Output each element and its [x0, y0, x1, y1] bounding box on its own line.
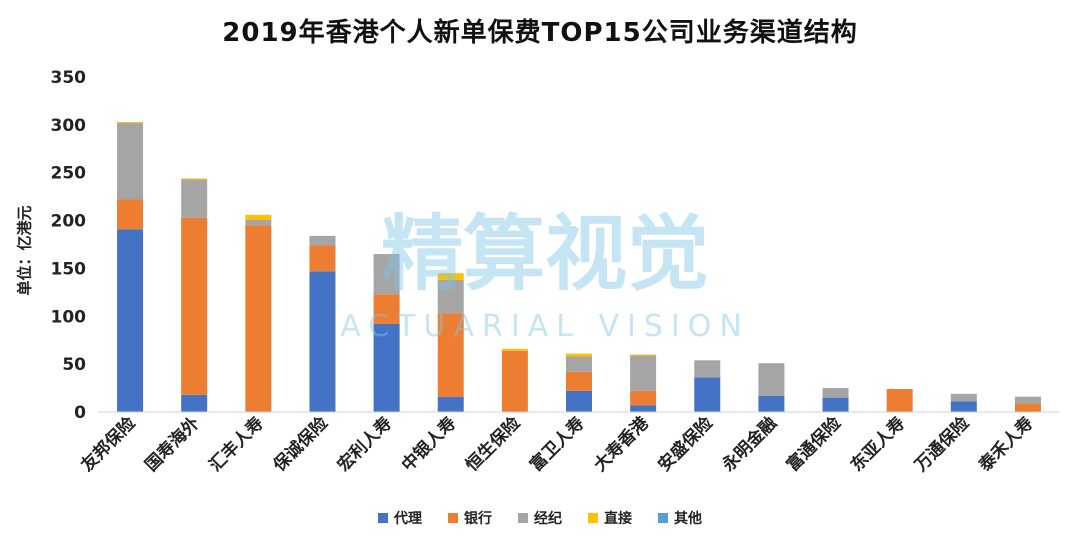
- bar-segment-经纪: [117, 122, 144, 200]
- legend-label: 银行: [464, 511, 492, 527]
- bar-segment-银行: [566, 371, 592, 391]
- bar-segment-银行: [181, 217, 208, 395]
- x-tick-label: 大寿香港: [590, 412, 654, 476]
- x-tick-label: 宏利人寿: [333, 413, 396, 476]
- bar-segment-经纪: [694, 360, 721, 378]
- bar-segment-直接: [501, 348, 528, 351]
- x-tick-label: 中银人寿: [397, 413, 460, 476]
- x-tick-label: 安盛保险: [654, 412, 718, 476]
- bar-segment-经纪: [950, 393, 977, 402]
- bar-segment-经纪: [822, 388, 849, 398]
- bar-segment-直接: [181, 178, 208, 180]
- bar-segment-银行: [309, 245, 336, 272]
- watermark-cn: 精算视觉: [381, 207, 709, 302]
- legend-swatch: [658, 513, 668, 523]
- bar-segment-银行: [630, 390, 657, 406]
- legend-item: 经纪: [518, 508, 562, 528]
- watermark: 精算视觉 ACTUARIAL VISION: [340, 207, 750, 344]
- x-tick-label: 富卫人寿: [526, 413, 589, 476]
- bar-segment-银行: [437, 313, 464, 397]
- bar-segment-代理: [950, 401, 977, 412]
- y-tick-label: 150: [51, 259, 87, 279]
- y-tick-label: 0: [74, 403, 86, 423]
- bar-segment-银行: [1014, 403, 1041, 412]
- bar-segment-代理: [630, 405, 657, 412]
- bar-segment-银行: [373, 294, 400, 324]
- legend-item: 代理: [378, 508, 422, 528]
- bar-segment-直接: [566, 353, 592, 357]
- legend: 代理 银行 经纪 直接 其他: [0, 508, 1080, 528]
- bar-segment-直接: [437, 273, 464, 280]
- legend-label: 代理: [394, 511, 422, 527]
- bar-segment-银行: [501, 350, 528, 412]
- legend-item: 直接: [588, 508, 632, 528]
- x-tick-label: 永明金融: [717, 413, 781, 477]
- bar-segment-代理: [822, 397, 849, 412]
- bar-segment-代理: [117, 229, 144, 412]
- bar-chart: 0 50 100 150 200 250 300 350 友邦保险 国寿海外 汇丰人寿 保诚保险 宏利…: [51, 68, 1060, 476]
- legend-label: 经纪: [534, 511, 562, 527]
- bar-segment-代理: [566, 390, 592, 412]
- bar-segment-代理: [758, 395, 785, 412]
- bar-segment-直接: [245, 214, 272, 220]
- watermark-en: ACTUARIAL VISION: [340, 309, 750, 344]
- bar-segment-经纪: [437, 279, 464, 314]
- legend-swatch: [448, 513, 458, 523]
- y-tick-label: 250: [51, 164, 87, 184]
- y-tick-label: 50: [62, 355, 86, 375]
- bar-segment-代理: [437, 396, 464, 412]
- chart-title: 2019年香港个人新单保费TOP15公司业务渠道结构: [222, 18, 858, 48]
- bars: [117, 121, 1041, 412]
- x-tick-label: 友邦保险: [77, 412, 141, 476]
- legend-label: 直接: [604, 511, 632, 527]
- legend-swatch: [378, 513, 388, 523]
- x-tick-label: 泰禾人寿: [975, 413, 1038, 476]
- bar-segment-经纪: [373, 254, 400, 295]
- bar-segment-经纪: [566, 356, 592, 372]
- bar-segment-经纪: [1014, 396, 1041, 404]
- x-tick-label: 万通保险: [910, 412, 974, 476]
- x-tick-label: 恒生保险: [461, 412, 525, 476]
- bar-segment-经纪: [309, 235, 336, 246]
- bar-segment-代理: [309, 271, 336, 412]
- bar-segment-银行: [886, 389, 913, 412]
- bar-segment-代理: [373, 323, 400, 412]
- x-axis-labels: 友邦保险 国寿海外 汇丰人寿 保诚保险 宏利人寿 中银人寿 恒生保险 富卫人寿 大寿香港 安盛保险…: [77, 412, 1038, 476]
- legend-item: 其他: [658, 508, 702, 528]
- y-tick-label: 100: [51, 307, 87, 327]
- bar-segment-经纪: [245, 219, 272, 226]
- x-tick-label: 汇丰人寿: [205, 413, 268, 476]
- legend-label: 其他: [674, 511, 702, 527]
- bar-segment-直接: [117, 121, 144, 123]
- bar-segment-经纪: [181, 179, 208, 218]
- bar-segment-经纪: [758, 363, 785, 396]
- legend-swatch: [518, 513, 528, 523]
- bar-segment-代理: [694, 377, 721, 412]
- bar-segment-代理: [181, 394, 208, 412]
- bar-segment-银行: [117, 199, 144, 230]
- y-axis-ticks: 0 50 100 150 200 250 300 350: [51, 68, 87, 423]
- bar-segment-直接: [630, 354, 657, 356]
- legend-swatch: [588, 513, 598, 523]
- x-tick-label: 国寿海外: [141, 413, 204, 476]
- bar-segment-银行: [245, 225, 272, 412]
- y-tick-label: 200: [51, 212, 87, 232]
- bar-segment-经纪: [630, 355, 657, 391]
- y-tick-label: 300: [51, 116, 87, 136]
- y-tick-label: 350: [51, 68, 87, 88]
- x-tick-label: 富通保险: [782, 412, 846, 476]
- x-tick-label: 东亚人寿: [846, 413, 909, 476]
- legend-item: 银行: [448, 508, 492, 528]
- x-tick-label: 保诚保险: [268, 412, 332, 476]
